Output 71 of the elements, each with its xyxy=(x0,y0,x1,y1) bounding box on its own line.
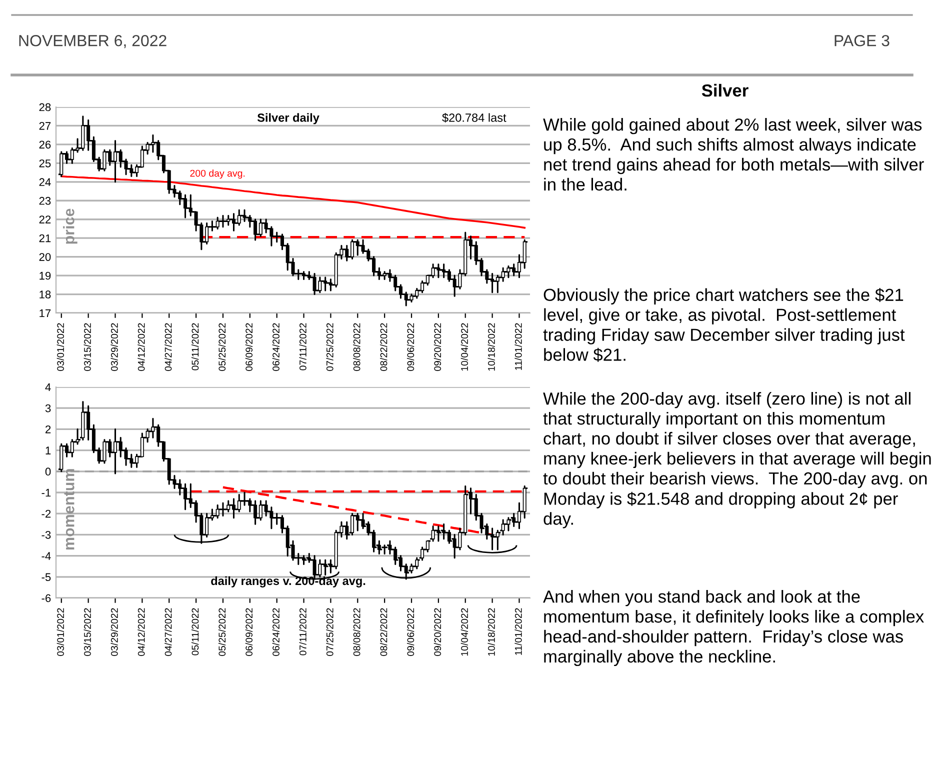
annotation: $20.784 last xyxy=(442,112,506,123)
x-tick-label: 04/27/2022 xyxy=(164,608,172,656)
x-tick-label: 10/04/2022 xyxy=(460,323,468,371)
y-tick-label: -6 xyxy=(42,594,51,602)
x-tick-label: 03/15/2022 xyxy=(84,323,91,371)
x-tick-label: 10/04/2022 xyxy=(460,608,468,656)
x-tick-label: 09/20/2022 xyxy=(434,323,442,371)
text: PAGE 3 xyxy=(834,34,890,46)
y-tick-label: -1 xyxy=(42,488,51,497)
x-tick-label: 06/24/2022 xyxy=(272,608,280,656)
x-tick-label: 09/06/2022 xyxy=(406,323,414,371)
x-tick-label: 07/25/2022 xyxy=(326,608,334,656)
y-tick-label: 4 xyxy=(45,383,51,392)
y-tick-label: 25 xyxy=(39,159,51,168)
text: While gold gained about 2% last week, silver was up 8.5%. And such shifts almost always indicate net trend gains ahead for both metals—with silver in the lead. xyxy=(543,118,924,191)
x-tick-label: 11/01/2022 xyxy=(514,608,522,655)
x-tick-label: 10/18/2022 xyxy=(488,608,495,656)
y-tick-label: 22 xyxy=(39,216,51,224)
x-tick-label: 07/11/2022 xyxy=(299,608,306,656)
text: While the 200-day avg. itself (zero line) is not all that structurally important on this momentum chart, no doubt if silver closes over that average, many knee-jerk believers in that average will begin to doubt their bearish views. The 200-day avg. on Monday is $21.548 and dropping about 2¢ per day. xyxy=(543,392,931,528)
y-tick-label: -2 xyxy=(42,510,51,518)
y-tick-label: -4 xyxy=(42,552,51,560)
x-tick-label: 03/01/2022 xyxy=(56,608,64,656)
text: Obviously the price chart watchers see the $21 level, give or take, as pivotal. Post-settlement trading Friday saw December silver trading just below $21. xyxy=(543,288,905,362)
y-tick-label: 2 xyxy=(46,425,51,434)
x-tick-label: 03/29/2022 xyxy=(110,608,118,656)
x-tick-label: 05/11/2022 xyxy=(192,608,199,656)
y-tick-label: 17 xyxy=(40,309,51,318)
x-tick-label: 05/25/2022 xyxy=(218,323,226,371)
series-label: 200 day avg. xyxy=(190,170,245,179)
text: And when you stand back and look at the momentum base, it definitely looks like a complex head-and-shoulder pattern. Friday’s close was marginally above the neckline. xyxy=(543,590,924,666)
y-tick-label: 18 xyxy=(40,290,51,298)
y-axis-title: momentum xyxy=(64,469,74,550)
y-axis-title: price xyxy=(63,208,78,244)
y-tick-label: -3 xyxy=(42,530,51,539)
x-tick-label: 04/27/2022 xyxy=(164,323,172,371)
y-tick-label: 21 xyxy=(39,234,51,242)
y-tick-label: 28 xyxy=(39,103,51,112)
y-tick-label: 19 xyxy=(40,272,51,280)
y-tick-label: 24 xyxy=(39,178,51,186)
y-tick-label: 1 xyxy=(46,446,51,454)
x-tick-label: 11/01/2022 xyxy=(514,323,522,370)
x-tick-label: 08/22/2022 xyxy=(380,608,388,656)
x-tick-label: 08/08/2022 xyxy=(353,608,360,656)
x-tick-label: 04/12/2022 xyxy=(138,323,145,371)
y-tick-label: 27 xyxy=(39,122,51,130)
x-tick-label: 09/20/2022 xyxy=(434,608,442,656)
y-tick-label: -5 xyxy=(42,573,51,582)
y-tick-label: 26 xyxy=(39,140,51,149)
x-tick-label: 06/24/2022 xyxy=(272,323,280,371)
text: Silver xyxy=(702,84,748,97)
x-tick-label: 03/01/2022 xyxy=(56,323,64,371)
x-tick-label: 07/25/2022 xyxy=(326,323,334,371)
x-tick-label: 03/29/2022 xyxy=(110,323,118,371)
x-tick-label: 09/06/2022 xyxy=(406,608,414,656)
chart-title: Silver daily xyxy=(257,113,320,124)
y-tick-label: 23 xyxy=(39,196,51,205)
x-tick-label: 07/11/2022 xyxy=(299,323,306,370)
y-tick-label: 0 xyxy=(45,468,51,476)
x-tick-label: 06/09/2022 xyxy=(245,608,253,656)
x-tick-label: 06/09/2022 xyxy=(245,323,253,371)
y-tick-label: 3 xyxy=(45,404,51,412)
x-tick-label: 10/18/2022 xyxy=(488,323,495,371)
x-tick-label: 08/08/2022 xyxy=(353,323,360,371)
x-tick-label: 05/11/2022 xyxy=(192,323,199,370)
x-tick-label: 08/22/2022 xyxy=(380,323,388,371)
x-tick-label: 04/12/2022 xyxy=(138,608,145,656)
x-tick-label: 03/15/2022 xyxy=(84,608,91,656)
text: NOVEMBER 6, 2022 xyxy=(19,34,166,48)
y-tick-label: 20 xyxy=(39,253,51,261)
x-tick-label: 05/25/2022 xyxy=(218,608,226,656)
